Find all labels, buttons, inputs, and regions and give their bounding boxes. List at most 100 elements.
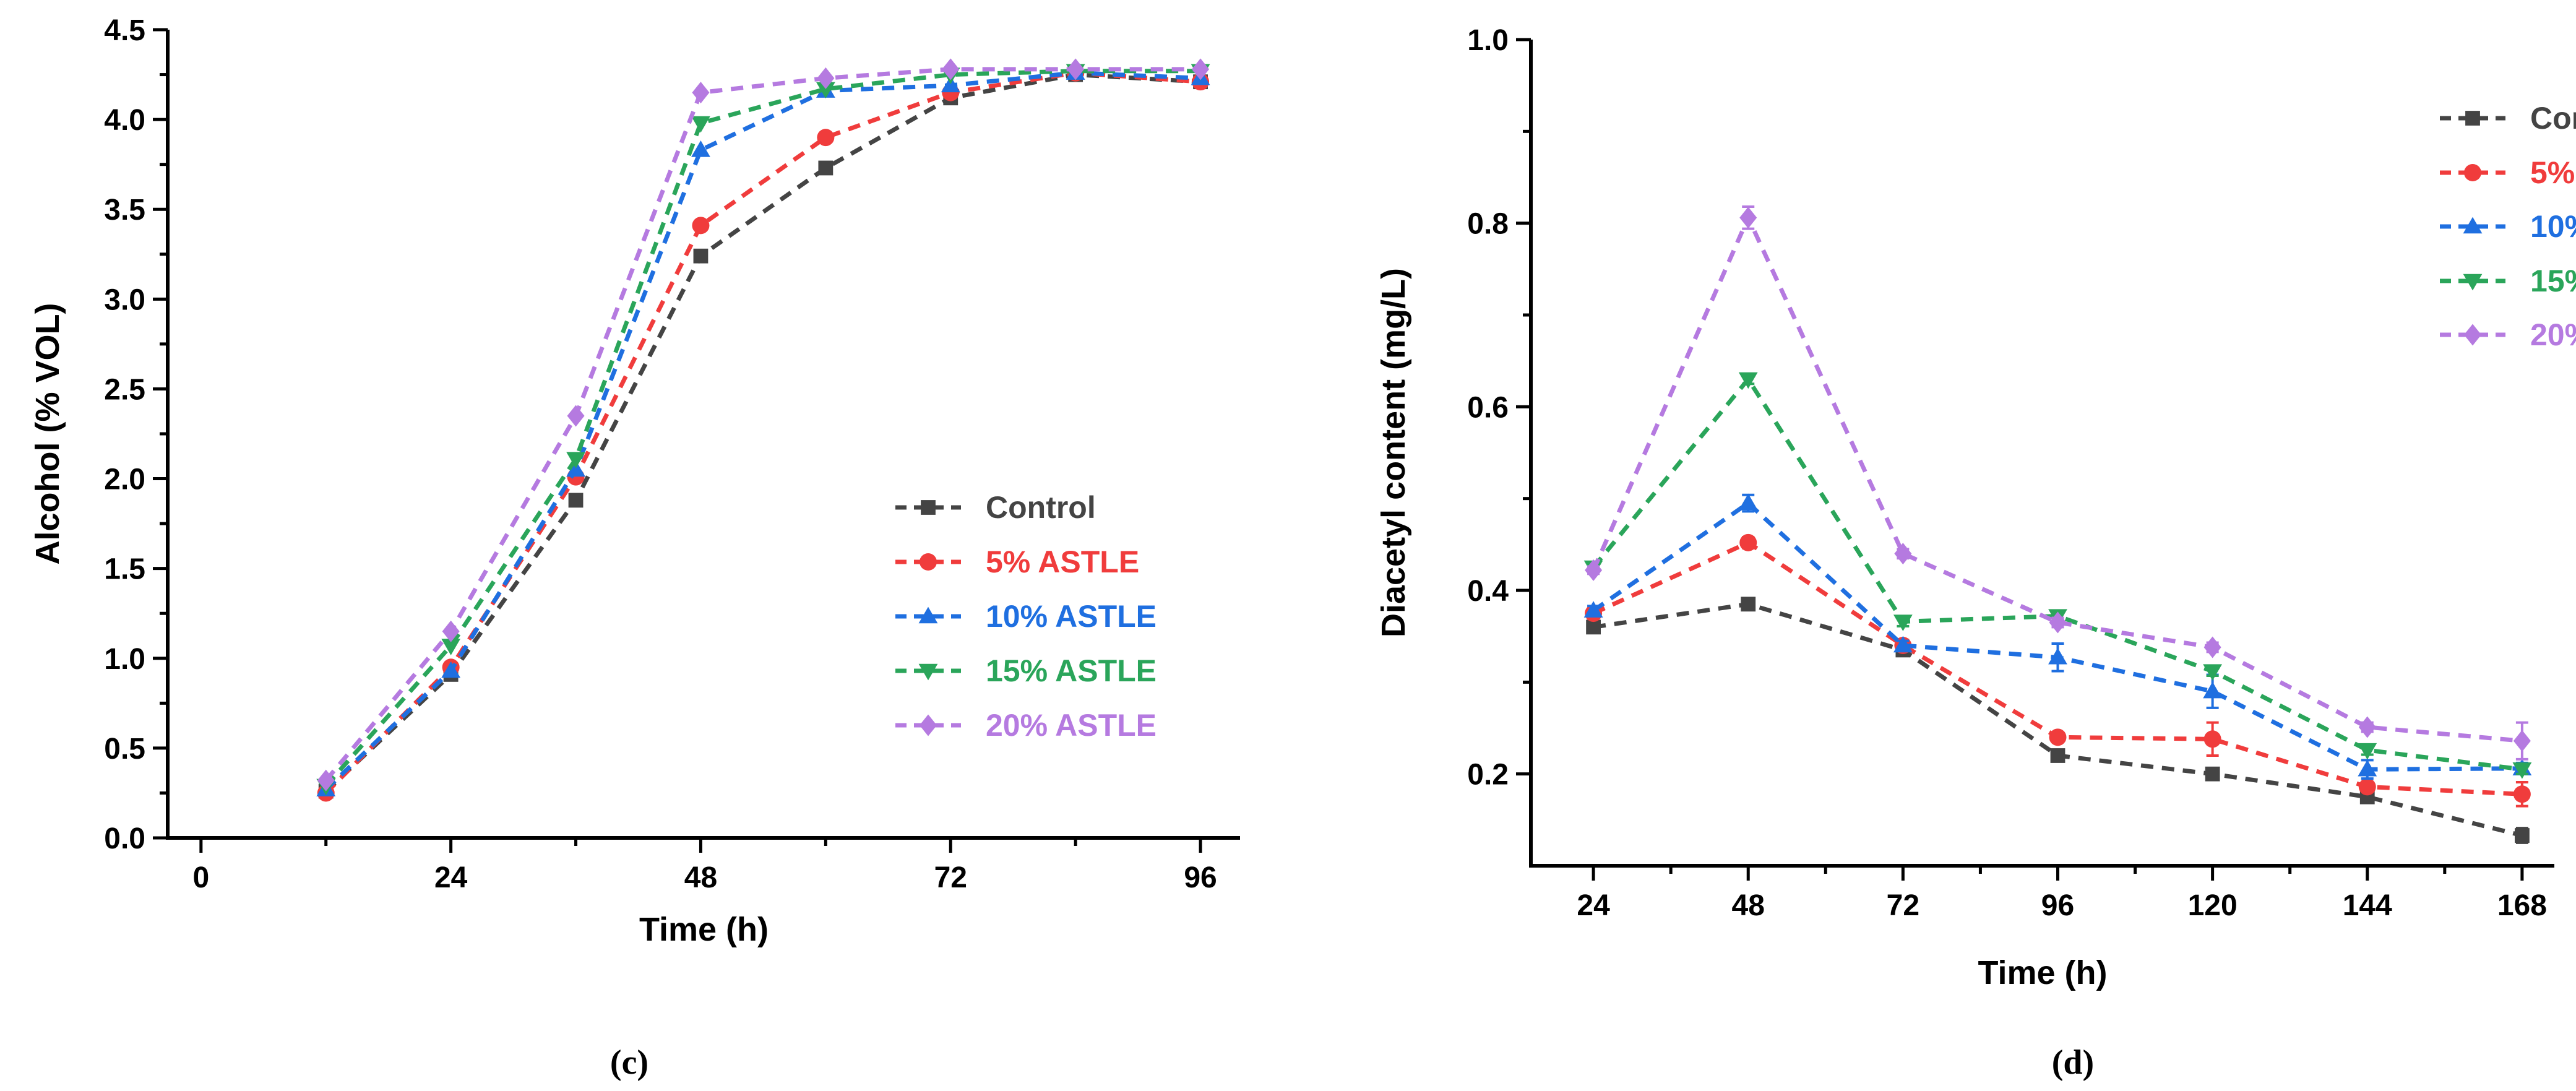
panel-caption: (d) — [2052, 1043, 2094, 1082]
data-point — [2513, 730, 2531, 752]
data-point — [693, 248, 709, 264]
legend-item: Control — [2440, 101, 2576, 136]
data-point — [1738, 493, 1758, 511]
y-tick-label: 2.5 — [104, 373, 145, 406]
data-point — [2512, 762, 2532, 779]
x-tick-label: 120 — [2188, 889, 2238, 922]
data-point — [691, 140, 710, 157]
x-tick-label: 72 — [934, 861, 967, 894]
x-tick-label: 72 — [1887, 889, 1919, 922]
x-tick-label: 48 — [684, 861, 717, 894]
x-tick-label: 48 — [1732, 889, 1765, 922]
x-axis-label: Time (h) — [1978, 954, 2107, 991]
data-point — [2049, 728, 2067, 746]
data-point — [2358, 778, 2376, 796]
chart-c-alcohol: 0.0 0.5 1.0 1.5 2.0 2.5 3.0 3.5 4.0 4.5 0 24 48 72 96 T… — [29, 14, 1240, 1082]
data-point — [1893, 614, 1913, 631]
series-control — [1586, 597, 2530, 844]
series-line — [324, 67, 1201, 782]
x-tick-label: 144 — [2343, 889, 2392, 922]
x-tick-label: 0 — [192, 861, 209, 894]
y-tick-label: 0.2 — [1467, 759, 1509, 791]
y-tick-label: 2.0 — [104, 464, 145, 496]
legend-item: 5% ASTLE — [2440, 155, 2576, 190]
data-point — [1739, 533, 1757, 551]
data-point — [566, 452, 585, 469]
legend-label: 10% ASTLE — [986, 599, 1157, 634]
legend-item: 15% ASTLE — [895, 653, 1157, 688]
legend-label: 5% ASTLE — [986, 545, 1139, 579]
x-tick-label: 24 — [434, 861, 468, 894]
legend-item: 20% ASTLE — [2440, 317, 2576, 352]
series-15-astle — [1583, 372, 2532, 779]
legend-marker — [921, 500, 936, 515]
x-tick-label: 96 — [1184, 861, 1217, 894]
data-point — [1586, 619, 1601, 635]
legend-marker — [918, 663, 938, 681]
legend-marker — [2464, 164, 2481, 181]
legend-item: 15% ASTLE — [2440, 264, 2576, 298]
data-point — [2203, 636, 2221, 658]
x-tick-label: 24 — [1577, 889, 1610, 922]
data-point — [567, 405, 585, 427]
data-point — [818, 160, 834, 176]
data-point — [2513, 785, 2531, 803]
y-tick-label: 3.0 — [104, 283, 145, 316]
x-tick-label: 168 — [2497, 889, 2547, 922]
y-tick-label: 4.5 — [104, 14, 145, 47]
data-point — [2514, 828, 2530, 843]
legend-item: 10% ASTLE — [2440, 209, 2576, 244]
data-point — [1893, 636, 1913, 653]
series-20-astle — [1585, 205, 2531, 761]
data-point — [1585, 559, 1603, 581]
data-point — [816, 82, 835, 99]
panel-caption: (c) — [610, 1043, 648, 1082]
legend-marker — [920, 553, 937, 571]
legend-label: Control — [986, 490, 1096, 525]
y-axis-label: Diacetyl content (mg/L) — [1375, 268, 1412, 637]
series-20-astle — [317, 58, 1210, 791]
legend: Control 5% ASTLE 10% ASTLE 15% ASTLE 20% AST… — [895, 490, 1157, 743]
data-point — [2049, 611, 2067, 634]
data-point — [1067, 58, 1085, 80]
series-line — [324, 72, 1201, 793]
data-point — [1738, 372, 1758, 389]
y-tick-label: 0.5 — [104, 733, 145, 765]
legend-label: 15% ASTLE — [2530, 264, 2576, 298]
data-point — [317, 769, 335, 791]
y-tick-label: 0.6 — [1467, 391, 1509, 424]
data-point — [1741, 597, 1756, 612]
y-axis-label: Alcohol (% VOL) — [29, 303, 66, 565]
data-point — [691, 116, 710, 133]
y-tick-label: 3.5 — [104, 194, 145, 226]
series-10-astle — [1583, 493, 2532, 780]
y-tick-label: 1.0 — [1467, 24, 1509, 57]
data-point — [817, 129, 835, 147]
legend-marker — [920, 714, 937, 736]
data-point — [2203, 664, 2223, 681]
data-point — [2048, 647, 2067, 665]
data-point — [2358, 743, 2377, 760]
data-point — [692, 82, 710, 104]
data-point — [2205, 766, 2220, 782]
legend: Control 5% ASTLE 10% ASTLE 15% ASTLE 20% AST… — [2440, 101, 2576, 352]
legend-label: Control — [2530, 101, 2576, 136]
legend-label: 15% ASTLE — [986, 653, 1157, 688]
legend-marker — [2465, 111, 2480, 126]
data-point — [2358, 716, 2376, 738]
data-point — [441, 639, 461, 655]
y-tick-label: 0.0 — [104, 822, 145, 855]
legend-item: 5% ASTLE — [895, 545, 1139, 579]
y-tick-label: 0.8 — [1467, 208, 1509, 241]
series-line — [1592, 375, 2523, 772]
data-point — [1894, 543, 1912, 565]
legend-label: 10% ASTLE — [2530, 209, 2576, 244]
y-tick-label: 1.0 — [104, 643, 145, 676]
legend-label: 20% ASTLE — [2530, 317, 2576, 352]
chart-d-diacetyl: 0.2 0.4 0.6 0.8 1.0 24 48 72 96 120 144 168 Time (h)… — [1375, 24, 2576, 1082]
legend-marker — [2463, 274, 2483, 291]
y-tick-label: 0.4 — [1467, 575, 1509, 608]
legend-label: 5% ASTLE — [2530, 155, 2576, 190]
data-point — [442, 620, 460, 642]
